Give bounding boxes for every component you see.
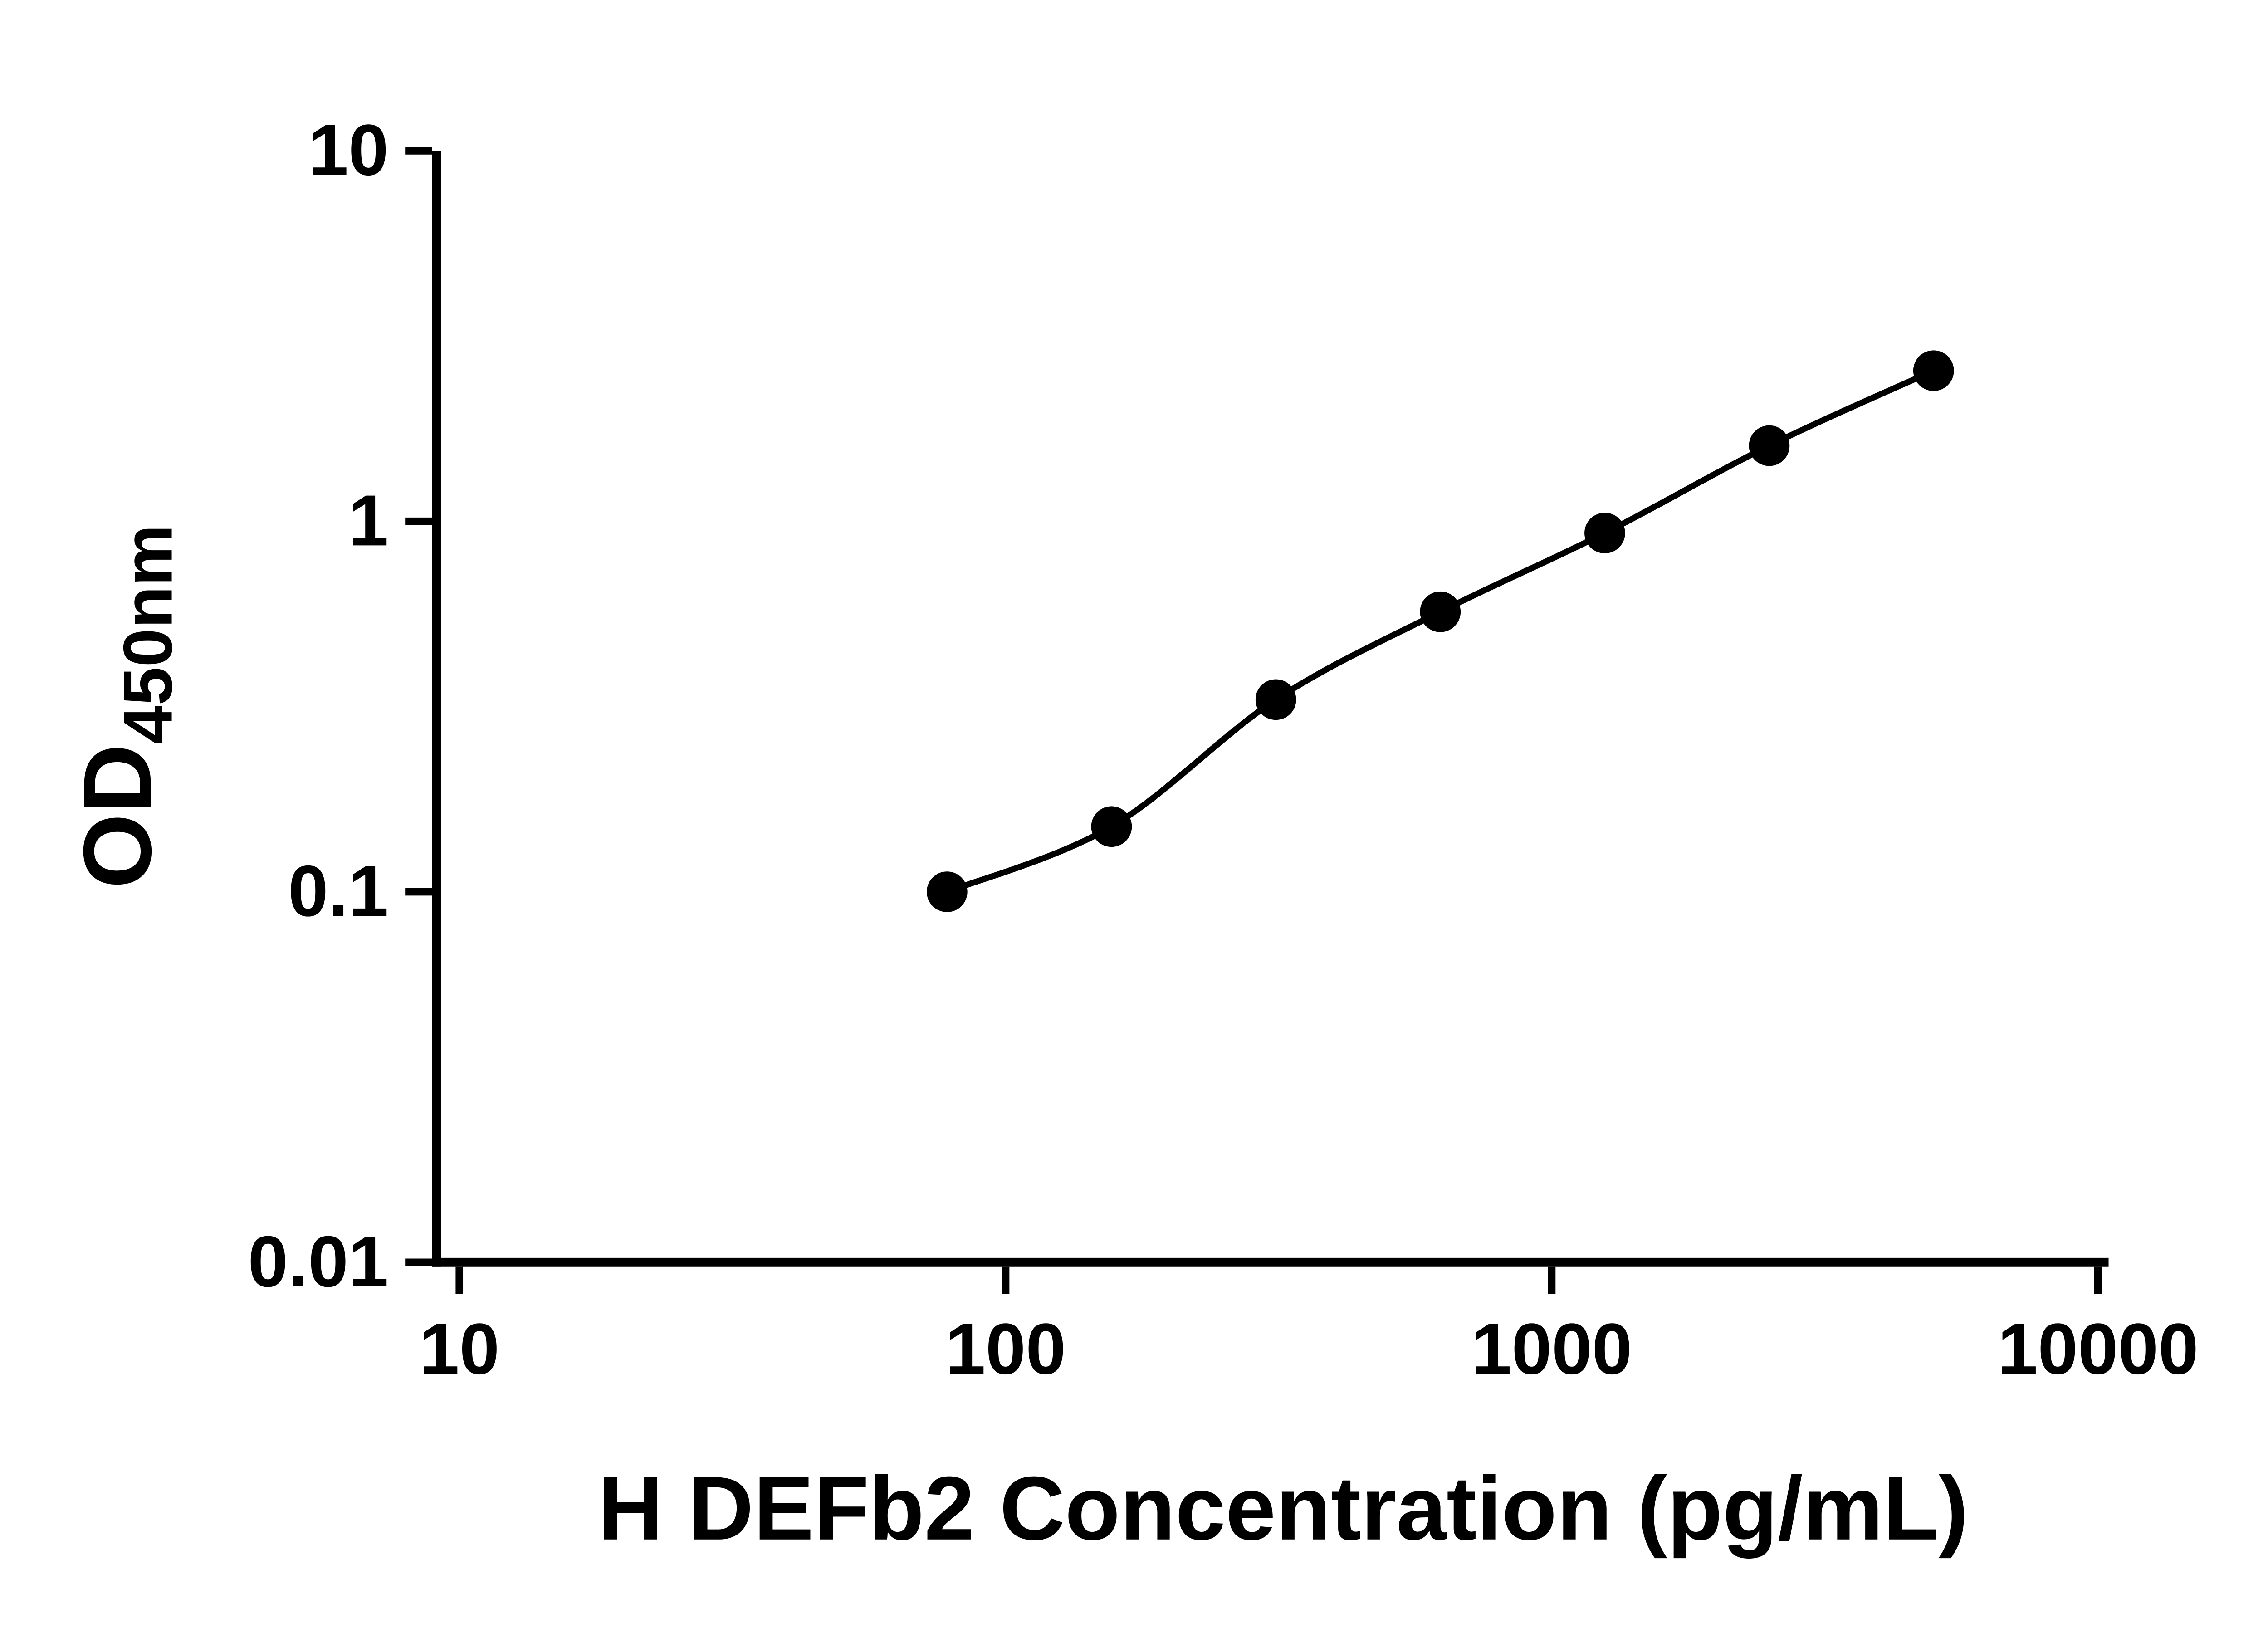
data-point bbox=[1584, 513, 1625, 553]
x-axis-title: H DEFb2 Concentration (pg/mL) bbox=[598, 1458, 1968, 1559]
x-tick-label: 1000 bbox=[1471, 1309, 1633, 1389]
data-point bbox=[1091, 806, 1132, 847]
y-axis-title-subscript: 450nm bbox=[110, 524, 187, 744]
data-point bbox=[927, 871, 968, 912]
y-axis-title: OD450nm bbox=[64, 524, 186, 889]
y-tick-label: 0.01 bbox=[248, 1221, 388, 1302]
y-tick-label: 1 bbox=[348, 480, 389, 561]
x-tick-label: 10000 bbox=[1998, 1309, 2199, 1389]
y-tick-label: 0.1 bbox=[288, 851, 389, 931]
x-tick-label: 100 bbox=[945, 1309, 1066, 1389]
data-point bbox=[1255, 679, 1296, 720]
data-point bbox=[1749, 425, 1790, 466]
data-point bbox=[1913, 350, 1954, 391]
y-tick-label: 10 bbox=[308, 110, 388, 191]
data-point bbox=[1420, 591, 1461, 632]
x-tick-label: 10 bbox=[419, 1309, 499, 1389]
y-axis-title-main: OD bbox=[64, 744, 171, 889]
